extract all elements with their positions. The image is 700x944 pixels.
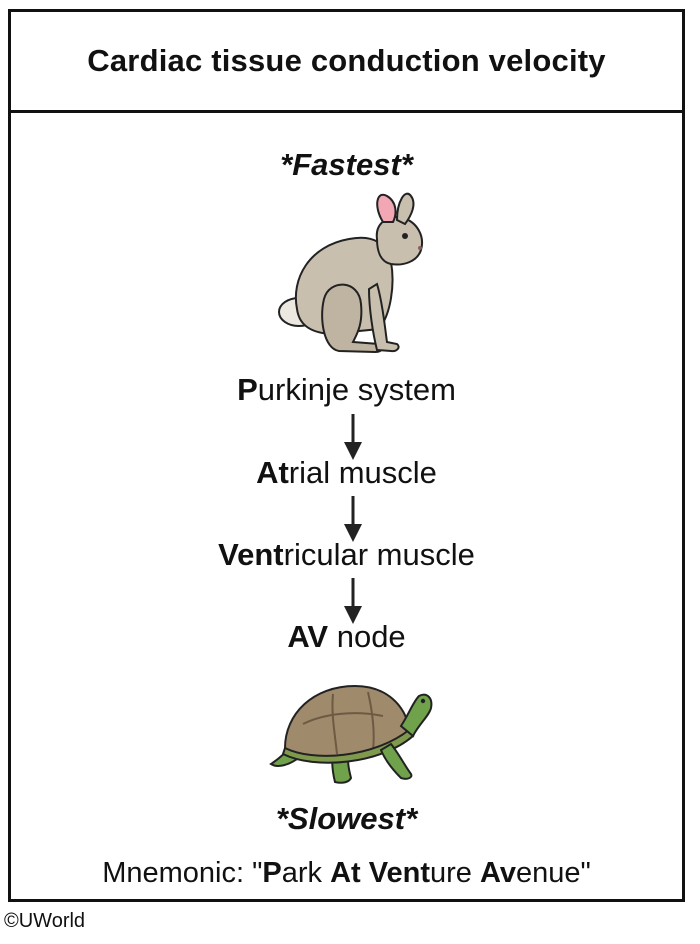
copyright-notice: ©UWorld [4, 910, 86, 932]
sequence-item-bold: P [237, 372, 258, 407]
sequence-item-ventricular: Ventricular muscle [11, 537, 682, 573]
rabbit-icon [278, 192, 423, 354]
diagram-frame: Cardiac tissue conduction velocity *Fast… [8, 9, 685, 902]
mnemonic-bold: P [262, 857, 282, 889]
mnemonic-rest: enue" [515, 857, 591, 889]
sequence-item-bold: AV [287, 619, 329, 654]
mnemonic-rest: ure [430, 857, 480, 889]
mnemonic-prefix: Mnemonic: " [102, 857, 263, 889]
mnemonic-rest [361, 857, 369, 889]
sequence-item-rest: urkinje system [257, 372, 456, 407]
title-box: Cardiac tissue conduction velocity [11, 12, 682, 113]
sequence-item-av-node: AV node [11, 619, 682, 655]
fastest-label: *Fastest* [280, 147, 413, 182]
sequence-item-atrial: Atrial muscle [11, 455, 682, 491]
turtle-icon [269, 684, 433, 784]
mnemonic-bold: Vent [368, 857, 430, 889]
arrow-down-icon [344, 414, 362, 460]
sequence-item-rest: rial muscle [288, 455, 437, 490]
sequence-item-purkinje: Purkinje system [11, 372, 682, 408]
mnemonic-bold: At [330, 857, 361, 889]
mnemonic-text: Mnemonic: "Park At Venture Avenue" [11, 855, 682, 891]
sequence-item-rest: ricular muscle [283, 537, 475, 572]
slowest-label: *Slowest* [275, 801, 418, 836]
sequence-item-bold: At [256, 455, 289, 490]
mnemonic-bold: Av [479, 857, 516, 889]
sequence-item-rest: node [328, 619, 406, 654]
sequence-item-bold: Vent [218, 537, 284, 572]
arrow-down-icon [344, 496, 362, 542]
mnemonic-rest: ark [281, 857, 331, 889]
diagram-title: Cardiac tissue conduction velocity [87, 43, 606, 78]
arrow-down-icon [344, 578, 362, 624]
